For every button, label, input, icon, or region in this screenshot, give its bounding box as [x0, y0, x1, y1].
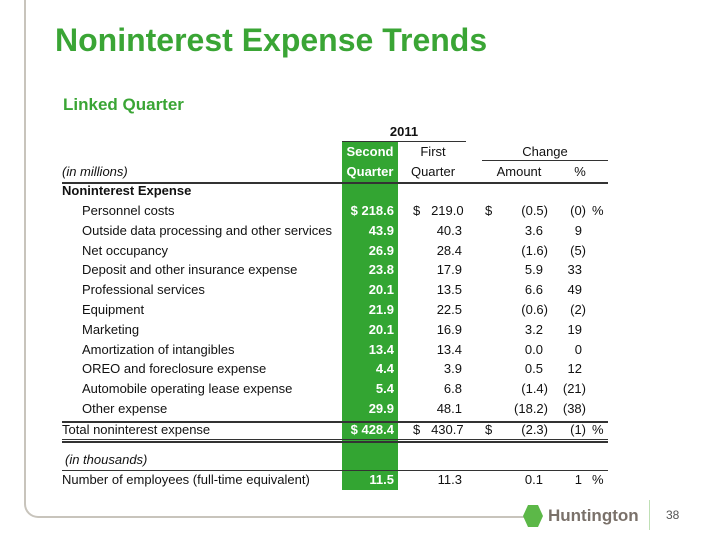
row-amt: (0.5) [521, 203, 548, 218]
row-label: Equipment [82, 302, 145, 317]
col-first: First [420, 144, 446, 159]
employees-pct-sign: % [592, 472, 604, 487]
row-amt: (18.2) [514, 401, 548, 416]
row-pct: (38) [562, 401, 586, 416]
col-first-quarter: Quarter [410, 164, 456, 179]
total-q2: $ 428.4 [350, 422, 394, 437]
row-q1: 48.1 [436, 401, 462, 416]
row-pct-sign: % [592, 203, 604, 218]
row-label: Outside data processing and other servic… [82, 222, 333, 238]
col-pct: % [574, 164, 586, 179]
row-q1: 6.8 [443, 381, 462, 397]
logo-mark-icon [523, 505, 543, 527]
row-q1: $ 219.0 [413, 203, 464, 218]
row-q2: 26.9 [368, 242, 394, 258]
row-q2: 20.1 [368, 321, 394, 337]
row-q2: 43.9 [368, 222, 394, 238]
year-header: 2011 [389, 124, 419, 139]
col-change: Change [522, 144, 568, 159]
row-pct: (0) [570, 203, 586, 218]
col-quarter: Quarter [346, 164, 394, 179]
row-q1: 22.5 [436, 302, 462, 317]
employees-amt: 0.1 [524, 472, 543, 487]
slide-frame [24, 0, 524, 518]
subtitle: Linked Quarter [63, 95, 184, 114]
total-amt-sign: $ [485, 422, 493, 437]
row-label: Other expense [82, 401, 168, 416]
units-thousands: (in thousands) [65, 452, 148, 467]
employees-pct: 1 [574, 472, 582, 487]
total-amt: (2.3) [521, 422, 548, 437]
row-label: Amortization of intangibles [82, 341, 235, 357]
row-q2: 23.8 [368, 262, 394, 278]
row-amt: (0.6) [521, 302, 548, 317]
employees-label: Number of employees (full-time equivalen… [62, 472, 310, 487]
row-amt: 3.6 [524, 222, 543, 238]
row-q1: 28.4 [436, 242, 462, 258]
row-q1: 16.9 [436, 321, 462, 337]
row-pct: 9 [574, 222, 582, 238]
row-label: Deposit and other insurance expense [82, 262, 298, 278]
huntington-logo: Huntington [523, 505, 639, 527]
total-label: Total noninterest expense [62, 422, 211, 437]
row-q2: 21.9 [368, 302, 394, 317]
row-label: Automobile operating lease expense [82, 381, 293, 397]
row-label: Marketing [82, 321, 140, 337]
row-q1: 40.3 [436, 222, 462, 238]
row-amt: 0.5 [524, 361, 543, 377]
total-pct: (1) [570, 422, 586, 437]
row-amt: (1.6) [521, 242, 548, 258]
units-label: (in millions) [62, 164, 128, 179]
row-q2: 5.4 [375, 381, 394, 397]
row-label: Personnel costs [82, 203, 175, 218]
row-pct: (21) [562, 381, 586, 397]
row-label: OREO and foreclosure expense [82, 361, 267, 377]
col-amount: Amount [496, 164, 542, 179]
row-pct: (5) [570, 242, 586, 258]
total-pct-sign: % [592, 422, 604, 437]
employees-q1: 11.3 [437, 472, 462, 487]
row-pct: (2) [570, 302, 586, 317]
current-quarter-highlight [342, 141, 398, 490]
col-second: Second [346, 144, 394, 159]
row-pct: 49 [567, 282, 582, 298]
row-pct: 12 [567, 361, 582, 377]
row-q1: 13.4 [436, 341, 462, 357]
row-q2: 13.4 [368, 341, 394, 357]
row-amt-sign: $ [485, 203, 493, 218]
row-amt: (1.4) [521, 381, 548, 397]
page-number: 38 [666, 508, 680, 522]
row-amt: 3.2 [524, 321, 543, 337]
row-amt: 6.6 [524, 282, 543, 298]
row-q2: 20.1 [368, 282, 394, 298]
employees-q2: 11.5 [369, 472, 394, 487]
row-pct: 33 [567, 262, 582, 278]
row-q2: 4.4 [375, 361, 394, 377]
row-q1: 17.9 [436, 262, 462, 278]
row-q1: 13.5 [436, 282, 462, 298]
row-pct: 19 [567, 321, 582, 337]
row-q2: $ 218.6 [350, 203, 394, 218]
logo-text: Huntington [548, 506, 639, 525]
row-amt: 5.9 [524, 262, 543, 278]
row-label: Net occupancy [82, 242, 168, 258]
total-q1: $ 430.7 [413, 422, 464, 437]
page-title: Noninterest Expense Trends [55, 22, 488, 58]
row-label: Professional services [82, 282, 205, 298]
row-pct: 0 [574, 341, 582, 357]
section-heading: Noninterest Expense [62, 183, 192, 198]
row-q2: 29.9 [368, 401, 394, 416]
row-amt: 0.0 [524, 341, 543, 357]
row-q1: 3.9 [443, 361, 462, 377]
